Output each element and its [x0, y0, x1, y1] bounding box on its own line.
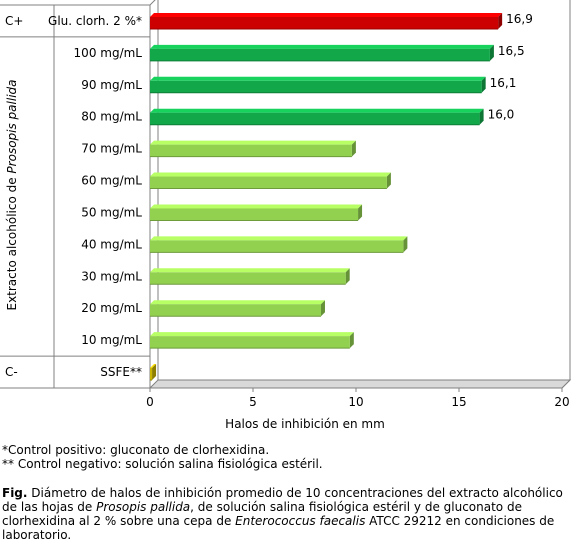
bar-end-face — [349, 332, 354, 349]
x-tick-label: 20 — [554, 395, 569, 409]
category-labels: C+ C- Glu. clorh. 2 %* 100 mg/mL 90 mg/mL 80 … — [0, 4, 150, 389]
bar — [150, 172, 391, 190]
bar — [150, 268, 350, 285]
bar-top-face — [150, 108, 484, 113]
caption-species: Prosopis pallida — [96, 500, 191, 514]
bar-top-face — [150, 236, 408, 241]
bar — [150, 300, 325, 317]
bar-top-face — [150, 300, 325, 305]
bar-top-face — [150, 268, 350, 273]
bar-front-face — [150, 336, 350, 349]
x-axis-label: Halos de inhibición en mm — [225, 417, 385, 431]
bar-top-face — [150, 204, 363, 209]
category-label: 60 mg/mL — [81, 174, 142, 188]
bar-top-face — [150, 76, 486, 81]
bar-end-face — [351, 140, 356, 157]
bar-front-face — [150, 48, 490, 61]
bar-top-face — [150, 332, 354, 337]
group-label: C+ — [5, 14, 23, 28]
x-tick-label: 5 — [249, 395, 257, 409]
bar-front-face — [150, 304, 321, 317]
category-label: 20 mg/mL — [81, 301, 142, 315]
x-tick-label: 10 — [348, 395, 363, 409]
bar-front-face — [150, 112, 480, 125]
category-label: 100 mg/mL — [74, 46, 143, 60]
bar-end-face — [358, 204, 363, 221]
data-label: 16,0 — [488, 108, 515, 122]
bar-end-face — [498, 12, 503, 29]
bar-end-face — [320, 300, 325, 317]
category-label: 50 mg/mL — [81, 205, 142, 219]
group-label: C- — [5, 365, 18, 379]
bar-top-face — [150, 44, 494, 49]
category-label: SSFE** — [100, 365, 142, 379]
bar-end-face — [479, 108, 484, 125]
bar — [150, 140, 356, 158]
bar-end-face — [403, 236, 408, 253]
x-tick-labels: 0 5 10 15 20 — [146, 388, 570, 409]
y-axis-label: Extracto alcohólico de Prosopis pallida — [5, 79, 19, 310]
bar-top-face — [150, 172, 391, 177]
caption-text-1: Diámetro de halos de inhibición promedio… — [2, 486, 563, 514]
bar-front-face — [150, 240, 404, 253]
bar-end-face — [489, 44, 494, 61]
category-label: Glu. clorh. 2 %* — [48, 14, 142, 28]
footnotes: *Control positivo: gluconato de clorhexi… — [2, 443, 578, 471]
category-label: 10 mg/mL — [81, 333, 142, 347]
bar-top-face — [150, 364, 157, 369]
footnote-positive-control: *Control positivo: gluconato de clorhexi… — [2, 443, 270, 457]
data-label: 16,5 — [498, 44, 525, 58]
caption-fig-label: Fig. — [2, 486, 28, 500]
bar-end-face — [345, 268, 350, 285]
data-label: 16,1 — [490, 76, 517, 90]
bar-end-face — [152, 364, 157, 381]
x-tick-label: 0 — [146, 395, 154, 409]
category-label: 30 mg/mL — [81, 269, 142, 283]
data-labels: 16,9 16,5 16,1 16,0 — [488, 12, 533, 122]
bar-front-face — [150, 208, 359, 221]
bar-front-face — [150, 272, 346, 285]
bar — [150, 12, 503, 30]
footnote-negative-control: ** Control negativo: solución salina fis… — [2, 457, 323, 471]
figure-caption: Fig. Diámetro de halos de inhibición pro… — [2, 486, 578, 542]
bar-end-face — [386, 172, 391, 189]
bar-front-face — [150, 176, 387, 189]
inhibition-bar-chart: C+ C- Glu. clorh. 2 %* 100 mg/mL 90 mg/mL 80 … — [0, 0, 572, 431]
bar — [150, 204, 363, 221]
bar-top-face — [150, 140, 356, 145]
x-tick-label: 15 — [451, 395, 466, 409]
frame-top-edge — [149, 0, 156, 6]
bar-front-face — [150, 80, 482, 93]
category-label: 70 mg/mL — [81, 142, 142, 156]
bar — [150, 332, 354, 349]
bar-end-face — [481, 76, 486, 93]
caption-bacteria: Enterococcus faecalis — [235, 514, 366, 528]
category-label: 80 mg/mL — [81, 110, 142, 124]
chart-bars — [150, 12, 503, 381]
bar — [150, 76, 486, 94]
bar — [150, 364, 157, 381]
category-label: 40 mg/mL — [81, 237, 142, 251]
category-label: 90 mg/mL — [81, 78, 142, 92]
bar — [150, 108, 484, 126]
y-axis-label-prefix: Extracto alcohólico de — [5, 174, 19, 311]
caption-text-2: , de solución salina fisiológica estéril… — [2, 500, 522, 528]
bar — [150, 44, 494, 62]
bar-front-face — [150, 16, 499, 29]
bar-front-face — [150, 368, 153, 381]
plot-floor — [148, 379, 572, 389]
data-label: 16,9 — [506, 12, 533, 26]
bar-front-face — [150, 144, 352, 157]
y-axis-label-species: Prosopis pallida — [5, 79, 19, 173]
bar-top-face — [150, 12, 503, 17]
bar — [150, 236, 408, 253]
